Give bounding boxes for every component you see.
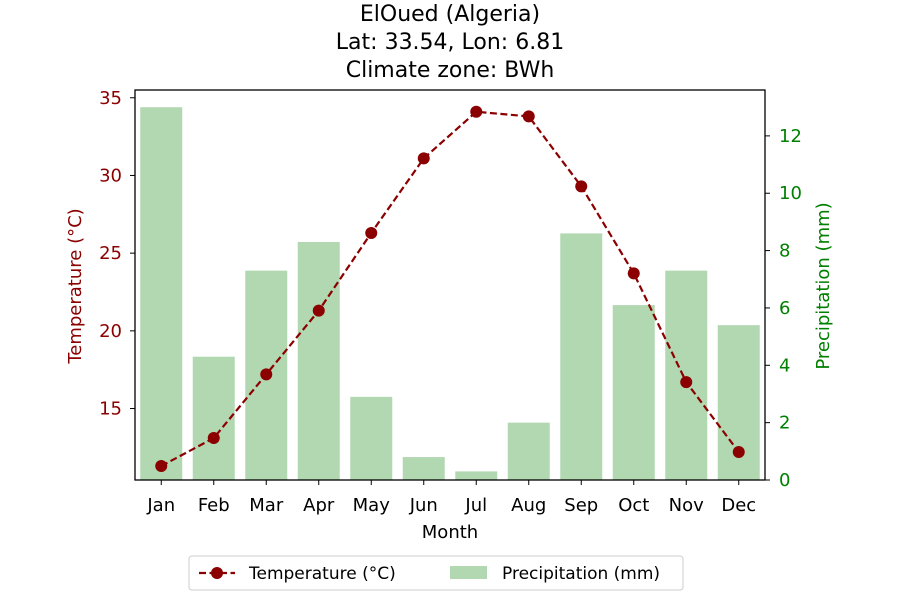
temperature-point	[155, 460, 168, 473]
x-tick-label: Jun	[409, 495, 438, 516]
temperature-point	[312, 304, 325, 317]
x-tick-label: Oct	[618, 495, 649, 516]
chart-title: ElOued (Algeria) Lat: 33.54, Lon: 6.81 C…	[336, 2, 564, 83]
x-tick-label: Sep	[564, 495, 598, 516]
temperature-point	[732, 446, 745, 459]
x-tick-label: Apr	[303, 495, 335, 516]
precipitation-tick-label: 8	[779, 241, 790, 262]
x-tick-label: Jan	[146, 495, 175, 516]
precipitation-tick-label: 6	[779, 298, 790, 319]
temperature-point	[627, 267, 640, 280]
temperature-point	[680, 376, 693, 389]
temperature-tick-label: 25	[99, 243, 122, 264]
x-tick-label: Dec	[721, 495, 756, 516]
precipitation-bar	[192, 356, 235, 480]
precipitation-bar	[402, 457, 445, 480]
precipitation-bar	[350, 396, 393, 480]
precipitation-bar	[297, 241, 340, 480]
x-tick-label: May	[353, 495, 391, 516]
temperature-point	[522, 110, 535, 123]
legend-precipitation-label: Precipitation (mm)	[502, 564, 660, 584]
temperature-tick-label: 35	[99, 88, 122, 109]
temperature-tick-label: 15	[99, 399, 122, 420]
precipitation-axis: 0 2 4 6 8 10 12	[765, 126, 802, 491]
precipitation-bar	[665, 270, 708, 480]
legend-frame	[188, 555, 684, 591]
precipitation-tick-label: 12	[779, 126, 802, 147]
chart-title-line-1: ElOued (Algeria)	[360, 2, 540, 27]
temperature-tick-label: 30	[99, 165, 122, 186]
precipitation-bar	[507, 422, 550, 480]
precipitation-bar	[560, 233, 603, 480]
precipitation-bar	[140, 107, 183, 481]
precipitation-tick-label: 10	[779, 183, 802, 204]
plot-area-frame	[134, 89, 766, 481]
legend-temperature-label: Temperature (°C)	[248, 564, 396, 584]
precipitation-bars	[140, 107, 760, 481]
temperature-point	[575, 180, 588, 193]
x-tick-label: Nov	[669, 495, 704, 516]
x-tick-label: Aug	[511, 495, 546, 516]
chart-title-line-2: Lat: 33.54, Lon: 6.81	[336, 30, 564, 55]
legend: Temperature (°C) Precipitation (mm)	[188, 555, 684, 591]
precipitation-tick-label: 2	[779, 413, 790, 434]
temperature-axis: 15 20 25 30 35	[99, 88, 135, 420]
x-tick-label: Mar	[249, 495, 284, 516]
temperature-line-series	[155, 105, 745, 473]
temperature-point	[207, 432, 220, 445]
x-tick-label: Feb	[198, 495, 230, 516]
precipitation-bar	[612, 305, 655, 480]
temperature-point	[417, 152, 430, 165]
temperature-axis-label: Temperature (°C)	[65, 208, 86, 364]
temperature-point	[365, 226, 378, 239]
x-axis-label: Month	[422, 522, 478, 543]
chart-title-line-3: Climate zone: BWh	[346, 58, 555, 83]
x-axis: Jan Feb Mar Apr May Jun Jul Aug Sep Oct Nov Dec	[146, 480, 756, 516]
precipitation-tick-label: 0	[779, 470, 790, 491]
x-tick-label: Jul	[464, 495, 487, 516]
precipitation-axis-label: Precipitation (mm)	[813, 202, 834, 369]
precipitation-bar	[455, 471, 498, 480]
temperature-tick-label: 20	[99, 321, 122, 342]
temperature-point	[260, 368, 273, 381]
temperature-line	[160, 110, 740, 467]
legend-temperature-marker-icon	[211, 567, 223, 579]
precipitation-tick-label: 4	[779, 355, 790, 376]
legend-precipitation-swatch-icon	[450, 566, 487, 579]
temperature-point	[470, 105, 483, 118]
